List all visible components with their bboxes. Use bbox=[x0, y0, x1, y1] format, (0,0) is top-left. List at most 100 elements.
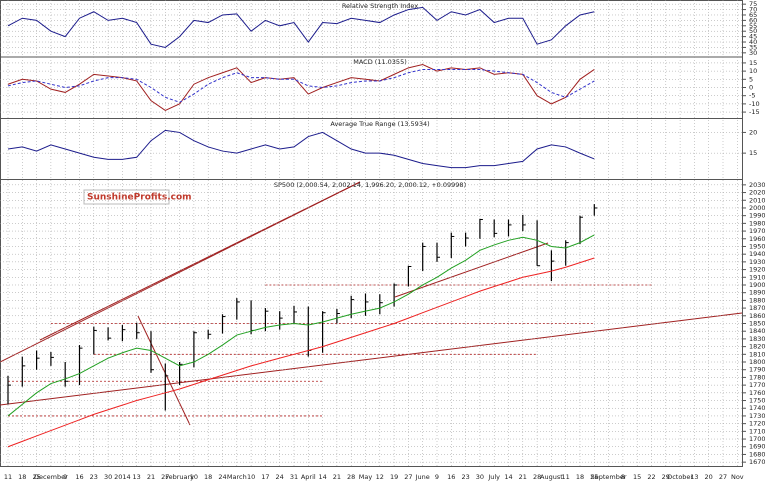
x-tick-label: March bbox=[227, 473, 247, 481]
x-tick-label: July bbox=[487, 473, 500, 481]
y-tick-label: 2020 bbox=[749, 189, 765, 197]
y-tick-label: 1900 bbox=[749, 281, 765, 289]
y-tick-label: 50 bbox=[749, 27, 757, 35]
x-tick-label: 22 bbox=[647, 473, 655, 481]
y-tick-label: -5 bbox=[749, 92, 755, 100]
x-tick-label: 18 bbox=[204, 473, 212, 481]
y-tick-label: 1780 bbox=[749, 373, 765, 381]
y-tick-label: 1920 bbox=[749, 266, 765, 274]
y-tick-label: 1770 bbox=[749, 381, 765, 389]
x-tick-label: December bbox=[34, 473, 68, 481]
series-line bbox=[7, 129, 595, 169]
y-tick-label: 1860 bbox=[749, 312, 765, 320]
x-tick-label: 13 bbox=[133, 473, 141, 481]
x-tick-label: May bbox=[359, 473, 373, 481]
series-line bbox=[7, 6, 595, 48]
y-tick-label: 1680 bbox=[749, 450, 765, 458]
x-tick-label: October bbox=[667, 473, 693, 481]
y-tick-label: 1980 bbox=[749, 219, 765, 227]
x-tick-label: 25 bbox=[32, 473, 40, 481]
frame bbox=[0, 0, 743, 467]
x-tick-label: 27 bbox=[161, 473, 169, 481]
y-tick-label: 1810 bbox=[749, 350, 765, 358]
y-tick-label: 15 bbox=[749, 149, 757, 157]
x-tick-label: 10 bbox=[247, 473, 255, 481]
y-tick-label: -15 bbox=[749, 108, 760, 116]
series-line bbox=[7, 234, 595, 417]
x-tick-label: 20 bbox=[705, 473, 713, 481]
series-line bbox=[7, 68, 595, 103]
x-tick-label: 16 bbox=[75, 473, 83, 481]
trend-line bbox=[0, 312, 743, 406]
x-tick-label: 10 bbox=[190, 473, 198, 481]
x-tick-label: 14 bbox=[318, 473, 326, 481]
x-tick-label: 15 bbox=[633, 473, 641, 481]
x-tick-label: 18 bbox=[576, 473, 584, 481]
y-tick-label: 75 bbox=[749, 0, 757, 8]
y-tick-label: 1870 bbox=[749, 304, 765, 312]
y-tick-label: 1830 bbox=[749, 335, 765, 343]
y-tick-label: 1970 bbox=[749, 227, 765, 235]
y-tick-label: 30 bbox=[749, 49, 757, 57]
y-tick-label: 1690 bbox=[749, 443, 765, 451]
x-tick-label: 27 bbox=[404, 473, 412, 481]
y-tick-label: 2030 bbox=[749, 181, 765, 189]
trend-line bbox=[137, 315, 191, 426]
x-tick-label: August bbox=[540, 473, 563, 481]
trend-line bbox=[394, 242, 549, 298]
x-tick-label: 18 bbox=[18, 473, 26, 481]
y-tick-label: 1700 bbox=[749, 435, 765, 443]
x-tick-label: 30 bbox=[476, 473, 484, 481]
x-tick-label: 24 bbox=[218, 473, 226, 481]
x-tick-label: 23 bbox=[90, 473, 98, 481]
y-tick-label: 1790 bbox=[749, 366, 765, 374]
y-tick-label: 0 bbox=[749, 84, 753, 92]
panel-title: Average True Range (13.5934) bbox=[330, 120, 429, 128]
y-tick-label: 1890 bbox=[749, 289, 765, 297]
y-tick-label: 65 bbox=[749, 11, 757, 19]
x-tick-label: 23 bbox=[461, 473, 469, 481]
x-tick-label: 27 bbox=[719, 473, 727, 481]
y-tick-label: 1960 bbox=[749, 235, 765, 243]
x-tick-label: 28 bbox=[347, 473, 355, 481]
y-tick-label: 1730 bbox=[749, 412, 765, 420]
x-tick-label: 29 bbox=[662, 473, 670, 481]
series-line bbox=[7, 64, 595, 112]
x-tick-label: 12 bbox=[376, 473, 384, 481]
y-tick-label: 10 bbox=[749, 67, 757, 75]
x-tick-label: 28 bbox=[533, 473, 541, 481]
y-tick-label: 1850 bbox=[749, 320, 765, 328]
y-tick-label: 1880 bbox=[749, 296, 765, 304]
x-tick-label: 25 bbox=[590, 473, 598, 481]
x-tick-label: April bbox=[301, 473, 316, 481]
x-tick-label: 16 bbox=[447, 473, 455, 481]
x-tick-label: 11 bbox=[4, 473, 12, 481]
x-tick-label: 21 bbox=[519, 473, 527, 481]
x-tick-label: 2014 bbox=[114, 473, 131, 481]
y-tick-label: 1670 bbox=[749, 458, 765, 466]
x-tick-label: February bbox=[165, 473, 194, 481]
x-tick-label: Nov bbox=[731, 473, 744, 481]
y-tick-label: 1910 bbox=[749, 273, 765, 281]
series-line bbox=[7, 257, 595, 448]
x-tick-label: 9 bbox=[63, 473, 67, 481]
panel-title: MACD (11.0355) bbox=[353, 58, 407, 66]
y-tick-label: 1930 bbox=[749, 258, 765, 266]
y-tick-label: 1760 bbox=[749, 389, 765, 397]
y-tick-label: 1710 bbox=[749, 427, 765, 435]
x-tick-label: 21 bbox=[147, 473, 155, 481]
x-tick-label: 30 bbox=[104, 473, 112, 481]
y-tick-label: 1800 bbox=[749, 358, 765, 366]
x-tick-label: 8 bbox=[621, 473, 625, 481]
y-tick-label: -10 bbox=[749, 100, 760, 108]
y-tick-label: 70 bbox=[749, 6, 757, 14]
trend-line bbox=[39, 181, 361, 341]
x-tick-label: 17 bbox=[261, 473, 269, 481]
y-tick-label: 2000 bbox=[749, 204, 765, 212]
x-tick-label: 9 bbox=[435, 473, 439, 481]
x-tick-label: 21 bbox=[333, 473, 341, 481]
y-tick-label: 1750 bbox=[749, 397, 765, 405]
x-tick-label: 24 bbox=[276, 473, 284, 481]
x-tick-label: 31 bbox=[290, 473, 298, 481]
